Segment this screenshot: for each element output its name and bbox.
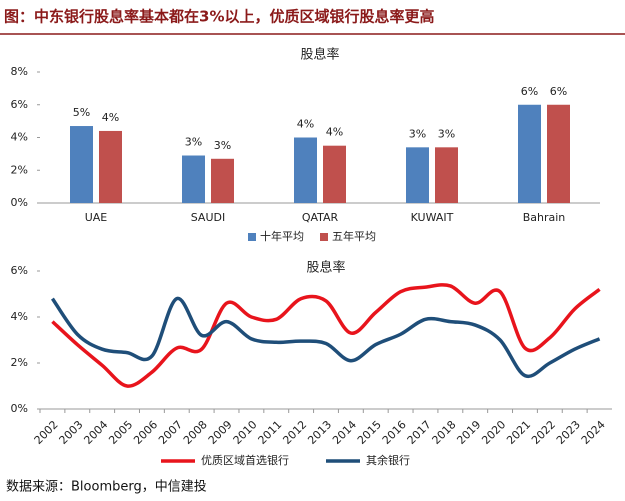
y-tick-label: 0% bbox=[11, 402, 28, 415]
value-label: 6% bbox=[550, 85, 567, 98]
bar bbox=[435, 147, 458, 203]
x-tick-label: 2021 bbox=[504, 418, 533, 447]
line-series bbox=[51, 283, 601, 388]
bar bbox=[547, 104, 570, 203]
bar bbox=[323, 145, 346, 203]
x-tick-label: 2011 bbox=[256, 418, 285, 447]
x-tick-label: 2019 bbox=[454, 418, 483, 447]
y-tick-label: 4% bbox=[11, 131, 28, 144]
x-tick-label: 2013 bbox=[305, 418, 334, 447]
x-tick-label: SAUDI bbox=[191, 211, 225, 224]
y-tick-label: 2% bbox=[11, 356, 28, 369]
legend-label: 其余银行 bbox=[366, 453, 410, 467]
x-tick-label: 2023 bbox=[554, 418, 583, 447]
x-tick-label: 2012 bbox=[280, 418, 309, 447]
x-tick-label: 2008 bbox=[181, 418, 210, 447]
y-tick-label: 6% bbox=[11, 98, 28, 111]
x-tick-label: 2022 bbox=[529, 418, 558, 447]
value-label: 3% bbox=[185, 136, 202, 149]
x-tick-label: 2015 bbox=[355, 418, 384, 447]
x-tick-label: KUWAIT bbox=[411, 211, 454, 224]
value-label: 5% bbox=[73, 106, 90, 119]
x-tick-label: Bahrain bbox=[523, 211, 566, 224]
value-label: 4% bbox=[326, 126, 343, 139]
legend-swatch bbox=[320, 233, 328, 241]
bar bbox=[518, 104, 541, 203]
x-tick-label: 2002 bbox=[32, 418, 61, 447]
value-label: 3% bbox=[409, 127, 426, 140]
x-tick-label: 2018 bbox=[430, 418, 459, 447]
bar bbox=[294, 137, 317, 203]
bar bbox=[211, 158, 234, 203]
value-label: 4% bbox=[102, 111, 119, 124]
value-label: 4% bbox=[297, 118, 314, 131]
line-series bbox=[50, 296, 601, 379]
y-tick-label: 8% bbox=[11, 65, 28, 78]
x-tick-label: 2014 bbox=[330, 418, 359, 447]
bar bbox=[182, 155, 205, 203]
value-label: 6% bbox=[521, 85, 538, 98]
x-tick-label: UAE bbox=[85, 211, 108, 224]
value-label: 3% bbox=[214, 139, 231, 152]
x-tick-label: 2020 bbox=[479, 418, 508, 447]
y-tick-label: 4% bbox=[11, 310, 28, 323]
x-tick-label: 2007 bbox=[156, 418, 185, 447]
legend-label: 十年平均 bbox=[260, 229, 304, 243]
bar bbox=[99, 130, 122, 203]
x-tick-label: 2010 bbox=[231, 418, 260, 447]
x-tick-label: 2016 bbox=[380, 418, 409, 447]
value-label: 3% bbox=[438, 127, 455, 140]
x-tick-label: 2017 bbox=[405, 418, 434, 447]
y-tick-label: 0% bbox=[11, 196, 28, 209]
y-tick-label: 2% bbox=[11, 163, 28, 176]
x-tick-label: QATAR bbox=[302, 211, 339, 224]
chart-title: 股息率 bbox=[306, 260, 345, 276]
legend-label: 优质区域首选银行 bbox=[201, 453, 289, 467]
x-tick-label: 2006 bbox=[131, 418, 160, 447]
legend-label: 五年平均 bbox=[332, 229, 376, 243]
x-tick-label: 2009 bbox=[206, 418, 235, 447]
source-note: 数据来源：Bloomberg，中信建投 bbox=[6, 479, 207, 495]
x-tick-label: 2003 bbox=[57, 418, 86, 447]
x-tick-label: 2024 bbox=[579, 418, 608, 447]
bar bbox=[406, 147, 429, 203]
page-title: 图：中东银行股息率基本都在3%以上，优质区域银行股息率更高 bbox=[4, 8, 434, 26]
chart-title: 股息率 bbox=[300, 47, 339, 63]
bar bbox=[70, 126, 93, 203]
x-tick-label: 2005 bbox=[106, 418, 135, 447]
legend-swatch bbox=[248, 233, 256, 241]
y-tick-label: 6% bbox=[11, 264, 28, 277]
x-tick-label: 2004 bbox=[81, 418, 110, 447]
